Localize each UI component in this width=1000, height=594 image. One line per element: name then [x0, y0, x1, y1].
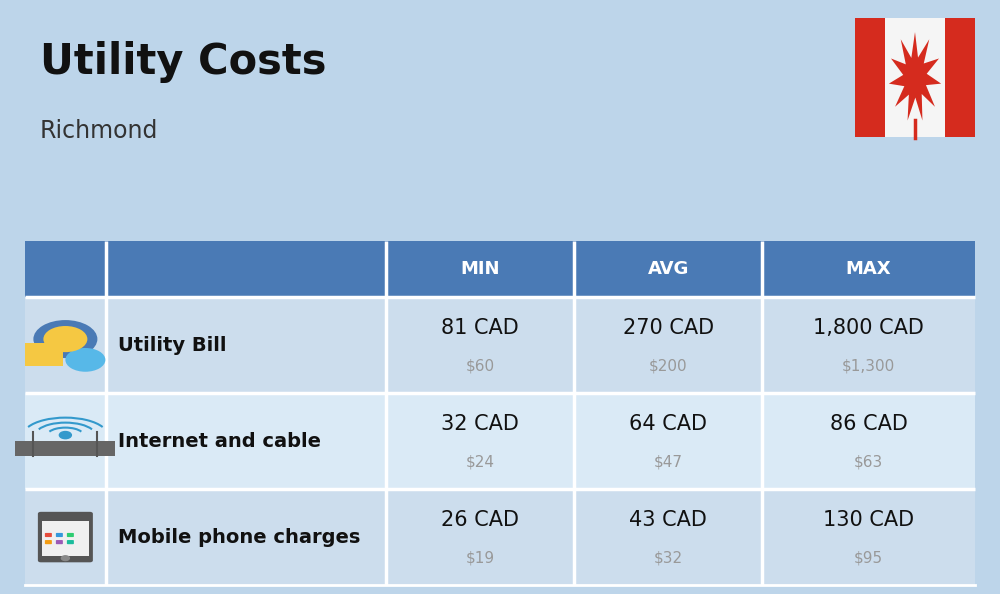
Circle shape	[59, 431, 71, 438]
Text: Mobile phone charges: Mobile phone charges	[118, 527, 360, 546]
Text: $63: $63	[854, 455, 883, 470]
FancyBboxPatch shape	[67, 540, 74, 544]
Text: $19: $19	[465, 551, 495, 566]
FancyBboxPatch shape	[855, 18, 885, 137]
FancyBboxPatch shape	[45, 540, 52, 544]
Text: 32 CAD: 32 CAD	[441, 415, 519, 434]
Text: Utility Costs: Utility Costs	[40, 42, 326, 83]
Text: 1,800 CAD: 1,800 CAD	[813, 318, 924, 339]
FancyBboxPatch shape	[25, 343, 63, 366]
FancyBboxPatch shape	[945, 18, 975, 137]
Circle shape	[33, 320, 97, 358]
Text: $24: $24	[466, 455, 495, 470]
Text: 43 CAD: 43 CAD	[629, 510, 707, 530]
FancyBboxPatch shape	[67, 533, 74, 537]
Text: $47: $47	[654, 455, 683, 470]
FancyBboxPatch shape	[56, 533, 63, 537]
Text: MIN: MIN	[460, 260, 500, 278]
FancyBboxPatch shape	[855, 18, 975, 137]
FancyBboxPatch shape	[25, 241, 975, 297]
Text: 130 CAD: 130 CAD	[823, 510, 914, 530]
Text: 81 CAD: 81 CAD	[441, 318, 519, 339]
FancyBboxPatch shape	[25, 393, 975, 489]
Text: $60: $60	[465, 359, 495, 374]
Text: $32: $32	[654, 551, 683, 566]
Text: $1,300: $1,300	[842, 359, 895, 374]
FancyBboxPatch shape	[25, 297, 975, 393]
Text: Richmond: Richmond	[40, 119, 158, 143]
FancyBboxPatch shape	[15, 441, 115, 456]
FancyBboxPatch shape	[38, 512, 93, 563]
Text: $200: $200	[649, 359, 687, 374]
FancyBboxPatch shape	[42, 521, 89, 557]
Text: Utility Bill: Utility Bill	[118, 336, 226, 355]
Text: 270 CAD: 270 CAD	[623, 318, 714, 339]
Text: 86 CAD: 86 CAD	[830, 415, 908, 434]
Text: MAX: MAX	[846, 260, 891, 278]
Text: AVG: AVG	[647, 260, 689, 278]
Circle shape	[43, 326, 87, 352]
FancyBboxPatch shape	[45, 533, 52, 537]
Text: $95: $95	[854, 551, 883, 566]
Circle shape	[65, 348, 105, 372]
Text: Internet and cable: Internet and cable	[118, 432, 321, 450]
FancyBboxPatch shape	[25, 489, 975, 585]
Polygon shape	[889, 32, 941, 121]
Text: 64 CAD: 64 CAD	[629, 415, 707, 434]
Text: 26 CAD: 26 CAD	[441, 510, 519, 530]
Circle shape	[61, 556, 69, 561]
FancyBboxPatch shape	[56, 540, 63, 544]
